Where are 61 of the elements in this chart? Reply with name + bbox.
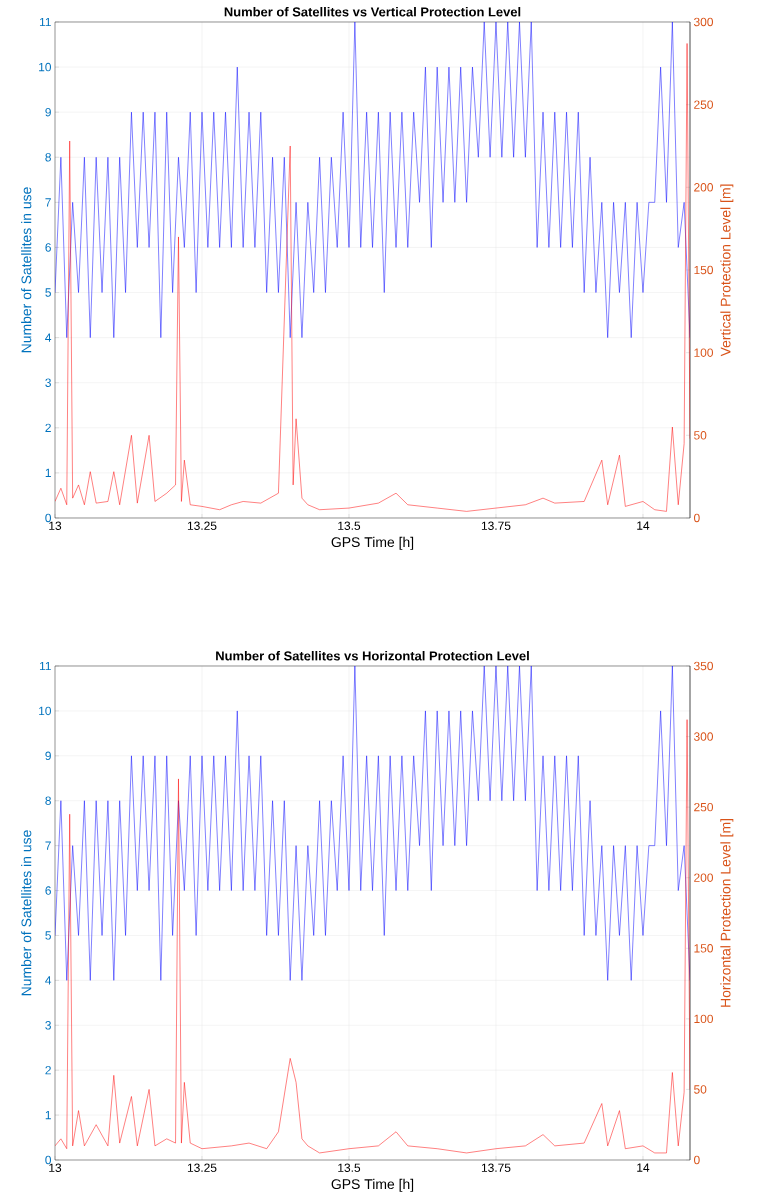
y-tick-label: 5 bbox=[45, 288, 51, 297]
y2-tick-label: 150 bbox=[694, 265, 714, 275]
x-tick-label: 13.75 bbox=[481, 1163, 511, 1172]
y-tick-label: 1 bbox=[45, 468, 51, 478]
y-tick-label: 0 bbox=[45, 513, 52, 523]
x-tick-label: 14 bbox=[637, 521, 650, 530]
y2-tick-label: 100 bbox=[694, 348, 714, 357]
y-tick-label: 10 bbox=[39, 706, 52, 716]
y-tick-label: 7 bbox=[45, 841, 51, 850]
y2-tick-label: 200 bbox=[694, 183, 714, 192]
x-tick-label: 13 bbox=[49, 521, 62, 530]
y2-tick-label: 150 bbox=[694, 944, 714, 953]
y-axis-title: Number of Satellites in use bbox=[21, 187, 32, 353]
y2-tick-label: 0 bbox=[694, 1155, 700, 1165]
x-axis-title: GPS Time [h] bbox=[331, 536, 414, 550]
y-tick-label: 3 bbox=[45, 378, 51, 387]
y-tick-label: 9 bbox=[45, 107, 51, 117]
x-tick-label: 13.5 bbox=[338, 521, 361, 530]
x-tick-label: 14 bbox=[637, 1163, 650, 1172]
y2-tick-label: 300 bbox=[693, 17, 714, 27]
y-tick-label: 11 bbox=[39, 661, 51, 671]
y2-tick-label: 100 bbox=[694, 1014, 714, 1024]
y-tick-label: 1 bbox=[45, 1110, 51, 1120]
y-tick-label: 7 bbox=[45, 198, 51, 207]
x-axis-title: GPS Time [h] bbox=[331, 1178, 414, 1192]
y-tick-label: 8 bbox=[45, 796, 51, 805]
y-tick-label: 6 bbox=[45, 243, 51, 252]
y2-tick-label: 250 bbox=[694, 100, 714, 109]
line-series bbox=[55, 666, 691, 981]
x-tick-label: 13 bbox=[49, 1163, 62, 1172]
y-tick-label: 4 bbox=[45, 976, 52, 985]
y2-tick-label: 50 bbox=[694, 1085, 707, 1094]
y-tick-label: 6 bbox=[45, 886, 51, 895]
x-tick-label: 13.25 bbox=[187, 521, 217, 530]
y-tick-label: 10 bbox=[39, 62, 52, 72]
y-tick-label: 9 bbox=[45, 751, 51, 761]
y-tick-label: 2 bbox=[45, 1066, 51, 1075]
y-tick-label: 5 bbox=[45, 931, 51, 940]
y-tick-label: 2 bbox=[45, 423, 51, 432]
line-series bbox=[55, 43, 691, 512]
y2-axis-title: Vertical Protection Level [m] bbox=[720, 184, 734, 357]
chart-title: Number of Satellites vs Horizontal Protection Level bbox=[216, 650, 529, 661]
y2-tick-label: 200 bbox=[694, 873, 714, 882]
y2-tick-label: 350 bbox=[693, 661, 714, 671]
x-tick-label: 13.25 bbox=[187, 1163, 217, 1172]
y-tick-label: 3 bbox=[45, 1021, 51, 1030]
line-series bbox=[55, 21, 691, 338]
x-tick-label: 13.5 bbox=[338, 1163, 361, 1172]
y-axis-title: Number of Satellites in use bbox=[21, 830, 32, 996]
y2-tick-label: 50 bbox=[694, 431, 707, 440]
line-series bbox=[55, 719, 691, 1154]
chart-title: Number of Satellites vs Vertical Protection Level bbox=[224, 6, 521, 17]
y2-axis-title: Horizontal Protection Level [m] bbox=[720, 819, 734, 1007]
y-tick-label: 8 bbox=[45, 153, 51, 162]
y-tick-label: 0 bbox=[45, 1155, 52, 1165]
y2-tick-label: 0 bbox=[694, 513, 700, 523]
y-tick-label: 11 bbox=[39, 17, 51, 27]
y2-tick-label: 300 bbox=[693, 732, 714, 741]
y-tick-label: 4 bbox=[45, 333, 52, 342]
y2-tick-label: 250 bbox=[694, 802, 714, 812]
x-tick-label: 13.75 bbox=[481, 521, 511, 530]
